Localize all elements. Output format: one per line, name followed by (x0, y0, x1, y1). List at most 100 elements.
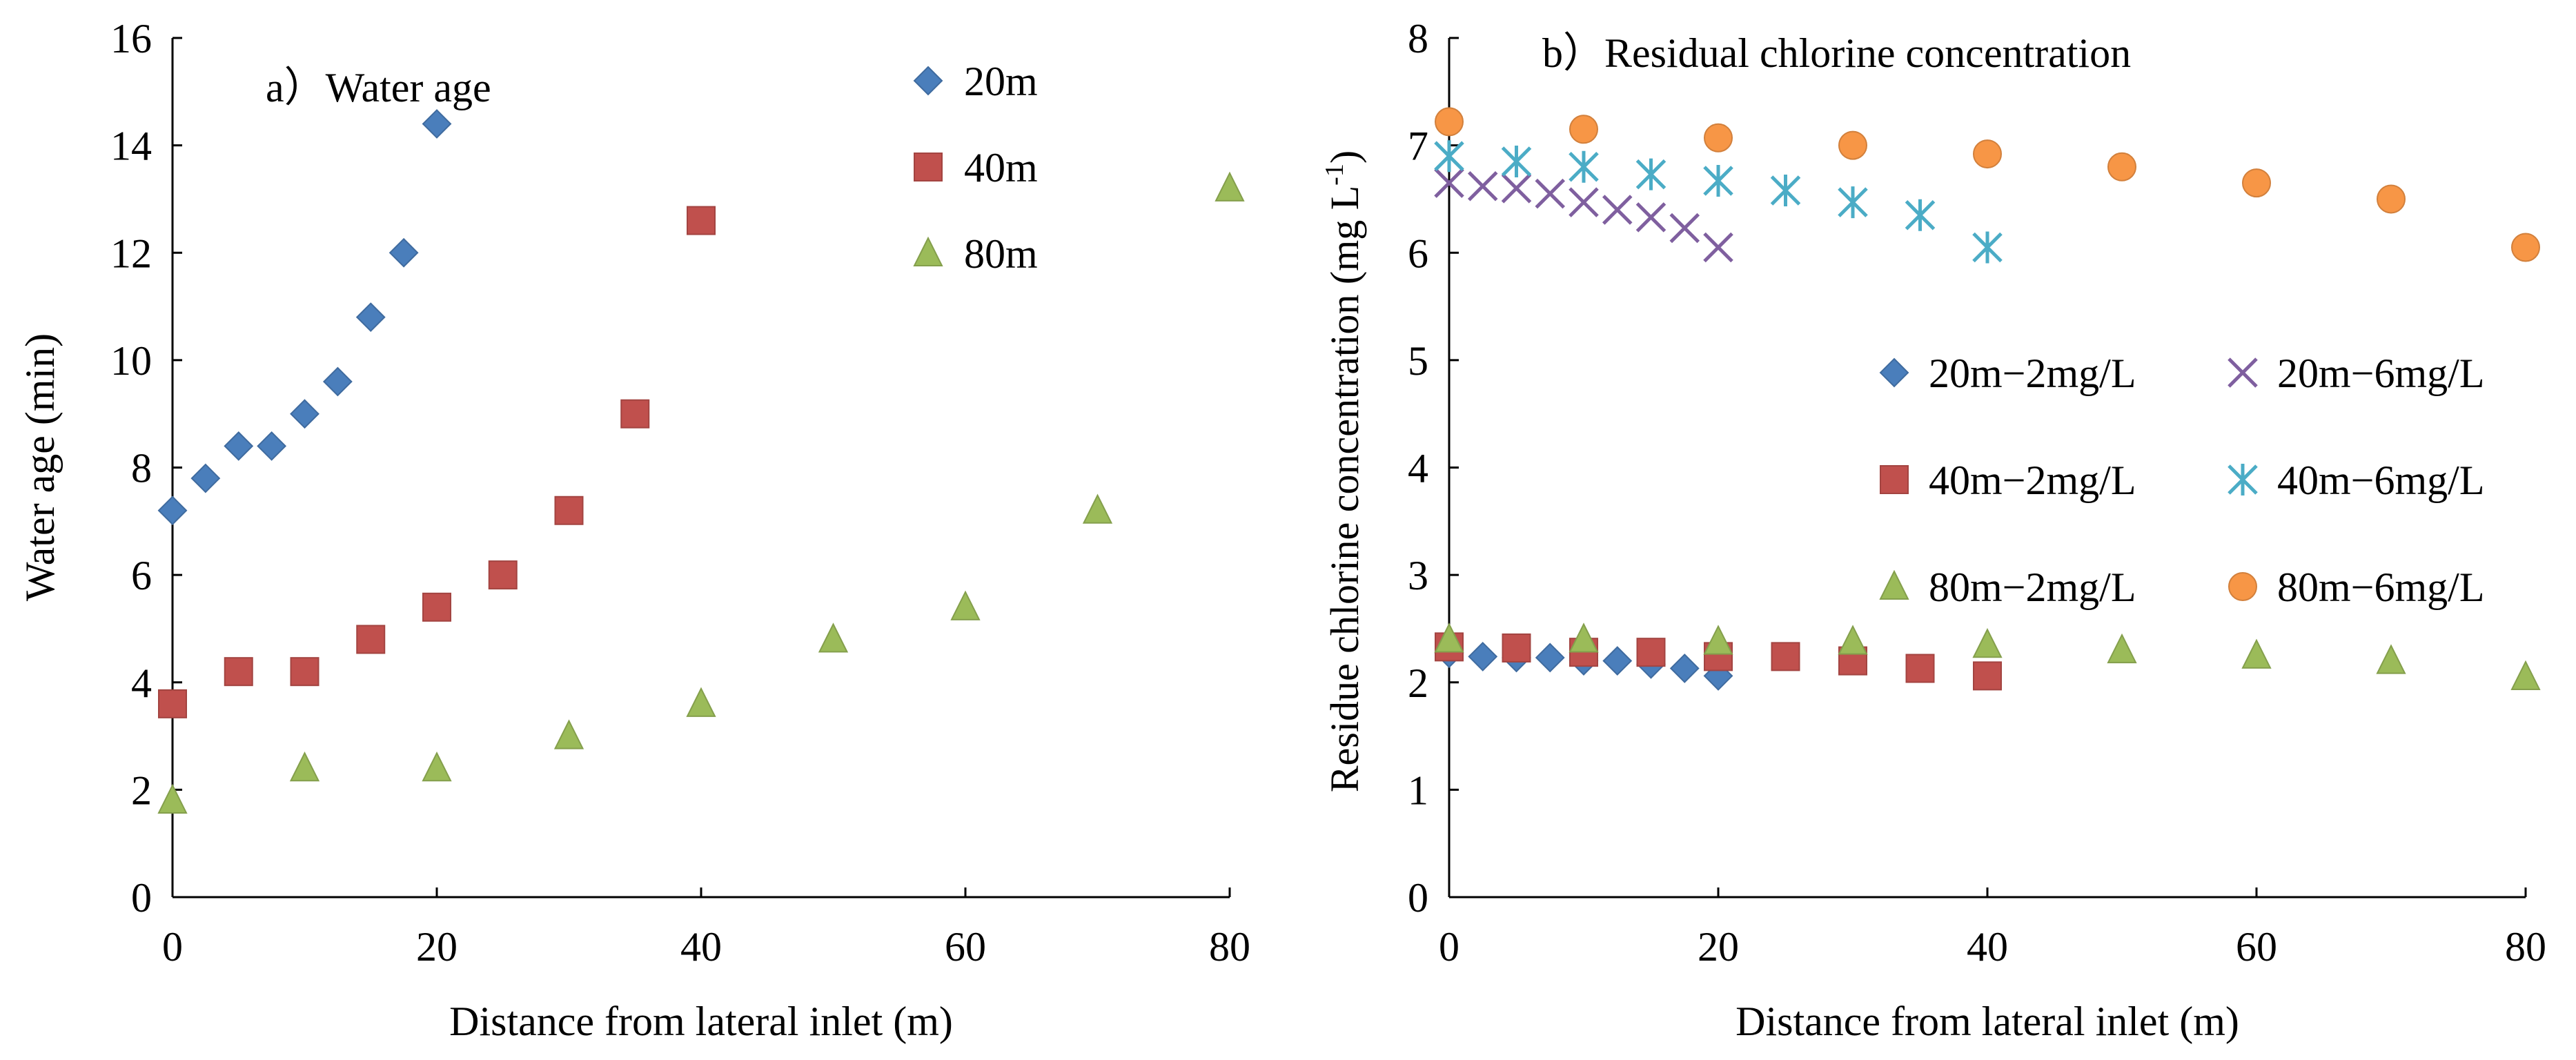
panel-b-point-40m-6mg-l (1501, 145, 1532, 177)
panel-b-point-80m-6mg-l (1435, 107, 1464, 137)
panel-a-y-tick-label: 0 (131, 875, 152, 921)
panel-b-series-80m-2mg-l (1434, 622, 2541, 690)
panel-a-y-tick-label: 6 (131, 553, 152, 598)
panel-a-ticks: 0 2 4 6 8 10 12 14 16 0 20 40 60 80 (110, 16, 1250, 970)
panel-b-point-80m-6mg-l (2107, 152, 2136, 181)
panel-b-series-40m-2mg-l (1435, 632, 2002, 691)
panel-a-point-40m (554, 495, 584, 525)
panel-b-point-20m-6mg-l (1602, 195, 1633, 225)
panel-b-legend-item-40m-2mg-l: 40m−2mg/L (1880, 458, 2136, 503)
panel-b-y-tick-label: 4 (1408, 446, 1428, 491)
panel-b-x-tick-label: 60 (2236, 924, 2277, 970)
panel-b-point-40m-6mg-l (1905, 199, 1936, 231)
panel-b-legend-label: 20m−2mg/L (1929, 351, 2136, 396)
panel-b-point-80m-2mg-l (2376, 644, 2406, 674)
panel-b-point-40m-6mg-l (1770, 174, 1801, 206)
panel-a-point-20m (224, 431, 254, 461)
panel-a-point-80m (157, 783, 188, 814)
panel-b-point-40m-6mg-l (1838, 186, 1868, 219)
panel-a-point-40m (687, 206, 716, 235)
panel-b-point-20m-6mg-l (1669, 213, 1700, 244)
panel-a-x-tick-label: 80 (1209, 924, 1250, 970)
panel-a-title: a）Water age (266, 65, 491, 110)
panel-b-y-tick-label: 1 (1408, 767, 1428, 813)
panel-a-series-20m (157, 109, 452, 526)
panel-b-y-tick-label: 5 (1408, 338, 1428, 384)
panel-a-point-40m (422, 592, 451, 622)
panel-b-x-tick-label: 80 (2505, 924, 2546, 970)
panel-b-point-80m-6mg-l (1704, 123, 1733, 153)
panel-a-point-20m (322, 366, 353, 397)
panel-b-point-40m-2mg-l (1905, 654, 1935, 683)
panel-b-point-40m-6mg-l (1635, 158, 1666, 190)
panel-b-point-80m-6mg-l (2377, 184, 2406, 214)
panel-a-data-marks (157, 109, 1245, 814)
panel-b-point-20m-6mg-l (1635, 202, 1666, 233)
panel-b-point-40m-6mg-l (1703, 164, 1733, 197)
panel-b-series-80m-6mg-l (1435, 107, 2540, 262)
panel-a-y-tick-label: 12 (110, 230, 152, 276)
panel-b-point-40m-2mg-l (1636, 638, 1666, 667)
panel-b-point-80m-2mg-l (1703, 625, 1733, 655)
panel-a-x-tick-label: 0 (162, 924, 183, 970)
panel-b-point-40m-6mg-l (1569, 150, 1599, 183)
panel-b-legend-label: 80m−6mg/L (2277, 565, 2485, 610)
panel-a-y-tick-label: 10 (110, 338, 152, 384)
panel-b-x-tick-label: 40 (1967, 924, 2008, 970)
panel-b-y-tick-label: 0 (1408, 875, 1428, 921)
panel-b-point-80m-2mg-l (2107, 633, 2137, 664)
panel-b-point-20m-2mg-l (1468, 641, 1498, 671)
panel-b-legend-item-80m-6mg-l: 80m−6mg/L (2228, 565, 2485, 610)
panel-a-y-tick-label: 2 (131, 767, 152, 813)
panel-b-legend-marker (2228, 464, 2258, 495)
panel-a-point-80m (422, 752, 452, 782)
panel-a-y-tick-label: 16 (110, 16, 152, 61)
panel-a-point-80m (1082, 493, 1113, 524)
panel-b-x-tick-label: 0 (1439, 924, 1459, 970)
panel-b-point-40m-6mg-l (1972, 231, 2003, 264)
panel-b-legend-item-40m-6mg-l: 40m−6mg/L (2228, 458, 2485, 503)
panel-a-point-20m (422, 109, 452, 139)
panel-b-point-80m-6mg-l (1973, 139, 2002, 169)
panel-b-point-20m-2mg-l (1535, 642, 1565, 673)
panel-b-y-axis-label-end: ) (1322, 150, 1367, 164)
panel-a-series-80m (157, 171, 1245, 814)
panel-b-point-20m-6mg-l (1501, 173, 1532, 204)
panel-a-x-tick-label: 40 (680, 924, 722, 970)
panel-b-legend: 20m−2mg/L 40m−2mg/L 80m−2mg/L 20m−6mg/L 40m−… (1879, 351, 2485, 610)
panel-b-point-20m-6mg-l (1569, 187, 1599, 217)
panel-a-point-40m (488, 560, 518, 590)
panel-b-point-20m-6mg-l (1535, 178, 1566, 209)
panel-a-point-80m (289, 752, 320, 782)
panel-a-legend: 20m 40m 80m (913, 59, 1038, 277)
panel-a-legend-marker (913, 66, 943, 96)
panel-b-point-40m-2mg-l (1771, 642, 1800, 671)
panel-b-y-tick-label: 6 (1408, 230, 1428, 276)
panel-a-x-tick-label: 60 (945, 924, 986, 970)
panel-b-point-80m-6mg-l (1569, 115, 1598, 144)
panel-b-point-80m-2mg-l (1838, 625, 1868, 655)
panel-b-legend-marker (1879, 569, 1909, 600)
panel-b-y-axis-label: Residue chlorine concentration (mg L-1) (1320, 150, 1367, 792)
panel-b-series-40m-6mg-l (1434, 140, 2003, 264)
panel-a-legend-marker (913, 236, 943, 266)
panel-b-y-tick-label: 7 (1408, 124, 1428, 169)
panel-a-x-tick-label: 20 (416, 924, 458, 970)
panel-a-point-20m (355, 302, 386, 333)
panel-b-legend-label: 20m−6mg/L (2277, 351, 2485, 396)
panel-b-point-20m-2mg-l (1669, 654, 1700, 683)
panel-b-x-tick-label: 20 (1698, 924, 1739, 970)
panel-b-point-40m-6mg-l (1434, 140, 1464, 173)
panel-b-point-20m-2mg-l (1602, 646, 1633, 676)
panel-b-data-marks (1434, 107, 2541, 691)
panel-a-point-20m (190, 463, 221, 493)
panel-b-point-80m-2mg-l (1434, 622, 1464, 653)
panel-a-point-40m (620, 399, 650, 429)
panel-b-legend-marker (1879, 357, 1909, 388)
panel-a-point-20m (257, 431, 287, 461)
panel-b-y-axis-label-sup: -1 (1320, 164, 1349, 186)
panel-a-point-40m (224, 657, 253, 687)
panel-b-point-20m-6mg-l (1467, 170, 1498, 202)
